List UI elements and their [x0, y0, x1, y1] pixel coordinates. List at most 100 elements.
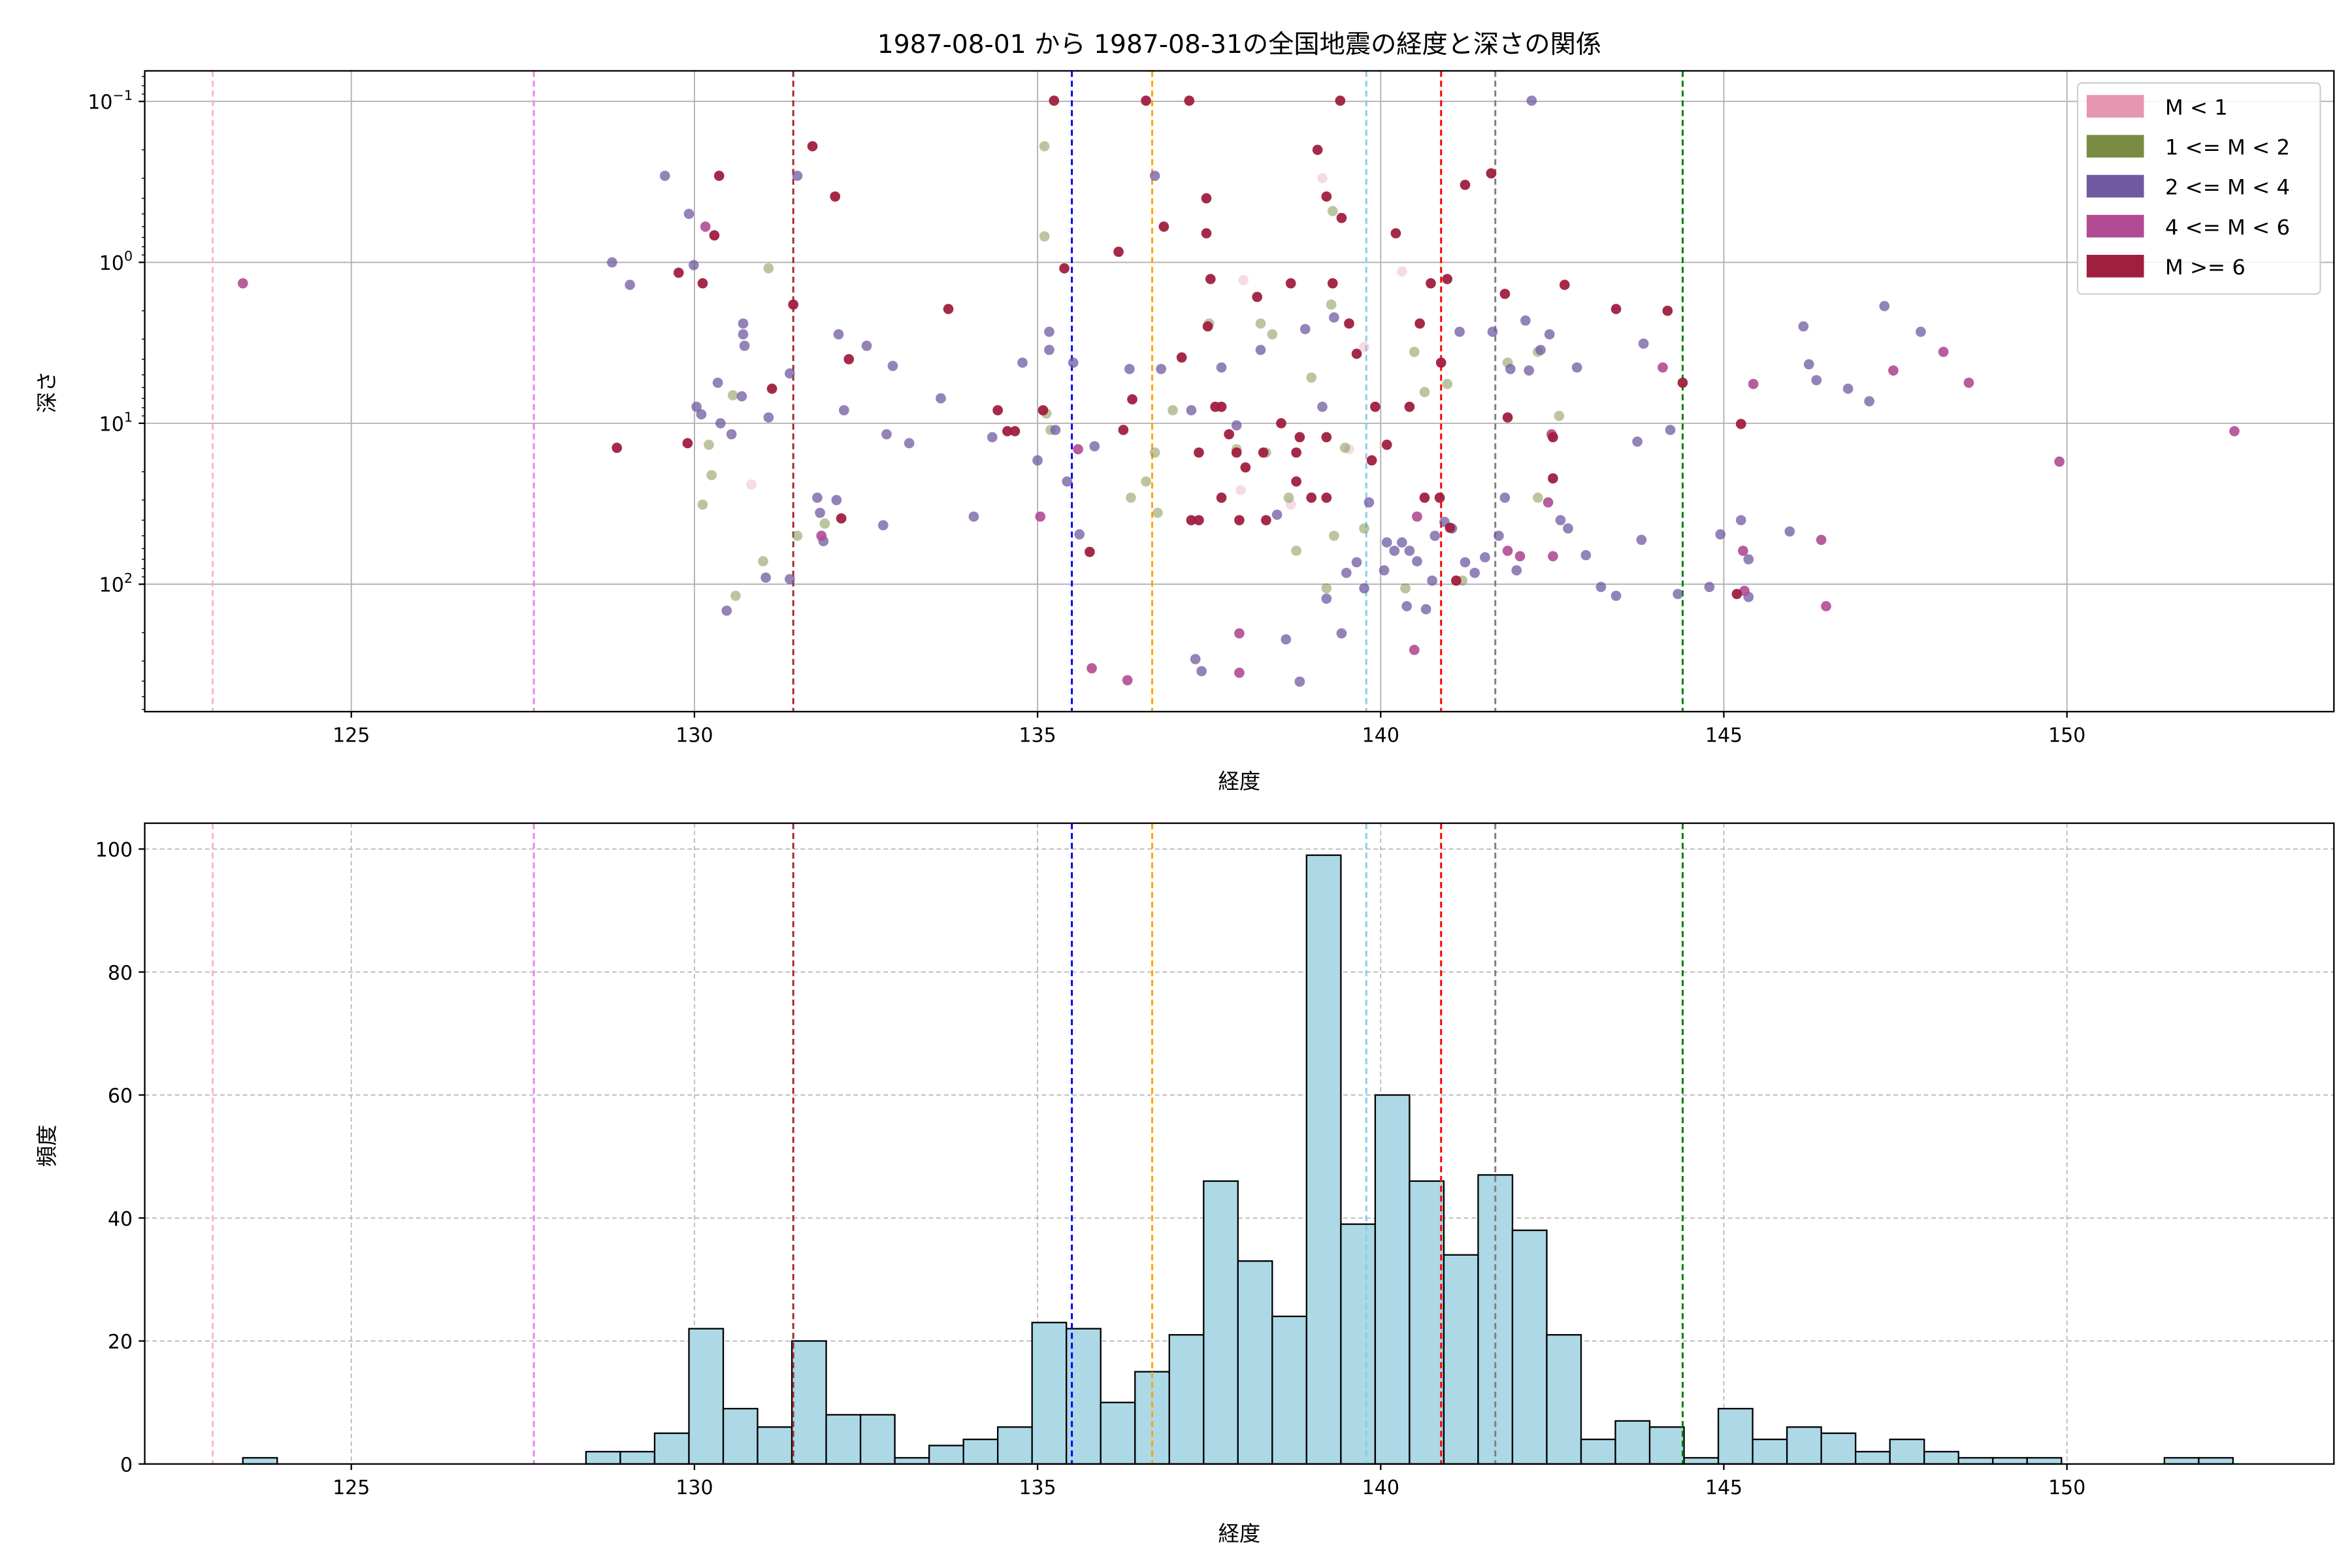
scatter-point [1548, 551, 1558, 562]
scatter-point [1404, 546, 1415, 556]
histogram-bar [1546, 1333, 1582, 1465]
scatter-point [1704, 581, 1715, 593]
scatter-point [1050, 425, 1061, 435]
scatter-point [1400, 583, 1411, 594]
histogram-bar [791, 1340, 827, 1465]
scatter-axes: 125 130 135 140 145 150 10−1 100 101 102 M < 1 1 <=… [88, 70, 2335, 747]
histogram-bar [1511, 1229, 1548, 1465]
scatter-point [987, 432, 998, 442]
scatter-point [1658, 362, 1668, 373]
scatter-point [1842, 384, 1854, 394]
scatter-point [968, 511, 979, 522]
x-tick-label: 145 [1705, 724, 1742, 747]
scatter-point [1149, 447, 1160, 458]
histogram-bar [894, 1457, 930, 1465]
y-tick-label: 80 [108, 962, 133, 985]
scatter-point [1049, 95, 1060, 106]
scatter-point [785, 368, 795, 379]
scatter-point [1234, 628, 1245, 639]
x-tick-label: 150 [2048, 724, 2085, 747]
legend-label: 1 <= M < 2 [2165, 135, 2290, 160]
scatter-point [738, 318, 749, 329]
scatter-point [1351, 557, 1362, 568]
y-tick-label: 60 [108, 1085, 133, 1108]
scatter-point [1321, 593, 1332, 604]
scatter-point [1811, 375, 1822, 385]
scatter-point [697, 278, 708, 289]
scatter-point [887, 361, 898, 371]
scatter-point [1089, 441, 1100, 451]
scatter-point [612, 442, 623, 453]
scatter-point [1505, 363, 1516, 374]
scatter-point [1638, 338, 1649, 349]
scatter-point [904, 438, 915, 449]
scatter-point [1397, 266, 1407, 277]
histogram-bar [1305, 854, 1342, 1465]
scatter-y-label: 深さ [35, 371, 59, 414]
scatter-point [682, 438, 693, 449]
scatter-point [1548, 473, 1558, 484]
scatter-point [704, 439, 714, 450]
scatter-point [673, 267, 684, 278]
scatter-point [1035, 511, 1046, 522]
scatter-point [1401, 601, 1413, 612]
scatter-point [1429, 531, 1441, 541]
scatter-point [1327, 206, 1338, 216]
scatter-point [2054, 456, 2065, 467]
scatter-point [1460, 557, 1471, 568]
scatter-point [607, 257, 617, 268]
scatter-point [1317, 172, 1328, 184]
scatter-point [1317, 401, 1328, 412]
scatter-point [1580, 549, 1592, 561]
scatter-point [1735, 419, 1746, 429]
scatter-point [1543, 497, 1554, 508]
histogram-bar [1580, 1438, 1616, 1465]
scatter-point [1743, 554, 1754, 564]
scatter-point [1511, 565, 1522, 576]
scatter-point [1888, 365, 1899, 376]
scatter-point [1427, 575, 1437, 586]
scatter-point [1821, 601, 1831, 612]
scatter-point [788, 299, 799, 310]
scatter-point [1306, 372, 1317, 383]
scatter-point [763, 263, 774, 274]
scatter-point [758, 556, 768, 566]
scatter-point [1283, 492, 1294, 503]
x-tick-label: 125 [333, 1477, 370, 1499]
scatter-point [1068, 357, 1079, 368]
scatter-point [1339, 442, 1350, 453]
x-tick-label: 135 [1019, 724, 1056, 747]
scatter-point [1469, 567, 1480, 578]
scatter-point [1238, 274, 1249, 286]
scatter-point [727, 390, 738, 400]
scatter-point [1494, 531, 1504, 541]
scatter-point [1524, 365, 1535, 376]
scatter-point [1074, 529, 1085, 540]
scatter-point [1073, 444, 1083, 455]
scatter-point [1366, 455, 1377, 466]
scatter-point [1186, 515, 1197, 526]
scatter-point [943, 304, 954, 314]
scatter-point [1336, 212, 1347, 223]
scatter-point [736, 391, 747, 402]
scatter-point [1665, 425, 1676, 435]
scatter-point [1738, 546, 1748, 556]
scatter-point [1118, 425, 1129, 435]
scatter-point [1291, 476, 1301, 487]
scatter-point [1124, 363, 1135, 374]
scatter-point [766, 384, 777, 394]
scatter-point [1002, 426, 1013, 436]
scatter-point [1535, 344, 1546, 355]
y-tick-label: 20 [108, 1331, 133, 1354]
scatter-point [836, 513, 847, 524]
scatter-point [1062, 476, 1073, 487]
scatter-point [1326, 299, 1337, 310]
histogram-bar [1889, 1438, 1925, 1465]
scatter-point [1610, 304, 1622, 314]
scatter-point [992, 405, 1004, 416]
legend-label: 4 <= M < 6 [2165, 215, 2290, 240]
scatter-point [691, 401, 702, 412]
scatter-point [1224, 429, 1235, 440]
legend-swatch [2086, 214, 2144, 238]
